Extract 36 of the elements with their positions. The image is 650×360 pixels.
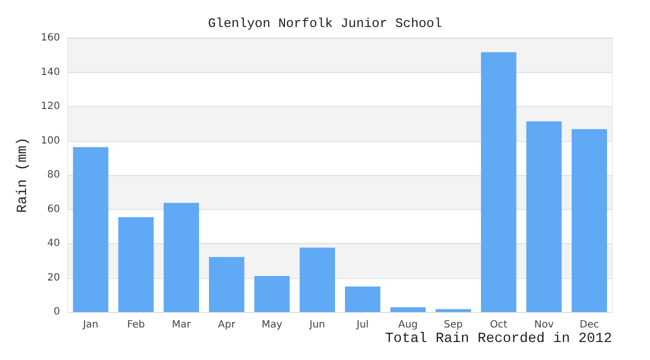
y-tick-label: 140 — [40, 66, 60, 78]
bar — [390, 307, 426, 312]
bar — [254, 276, 290, 312]
x-tick-label: Jul — [356, 320, 369, 330]
x-tick-label: May — [262, 320, 282, 330]
y-tick-label: 20 — [47, 272, 60, 284]
x-tick-label: Jun — [308, 320, 326, 330]
x-tick-label: Feb — [127, 320, 145, 330]
x-tick-label: Apr — [218, 320, 236, 330]
y-tick-label: 120 — [40, 101, 60, 112]
y-axis-title: Rain (mm) — [15, 137, 31, 213]
y-tick-label: 160 — [40, 32, 60, 44]
bar — [436, 309, 472, 312]
y-tick-label: 0 — [54, 306, 60, 318]
bar — [300, 248, 336, 312]
y-tick-label: 100 — [40, 135, 60, 146]
bar — [572, 129, 608, 312]
chart-title: Glenlyon Norfolk Junior School — [208, 16, 442, 31]
y-tick-label: 80 — [47, 170, 60, 180]
bar — [118, 217, 154, 312]
x-tick-label: Oct — [490, 320, 508, 330]
y-tick-label: 40 — [47, 238, 60, 249]
bar — [480, 52, 516, 312]
x-tick-label: Mar — [172, 320, 192, 330]
bar — [208, 257, 244, 312]
bar — [164, 202, 200, 312]
x-tick-label: Aug — [398, 320, 418, 330]
y-tick-label: 60 — [47, 204, 60, 215]
bar — [344, 286, 380, 312]
x-tick-label: Jan — [82, 320, 98, 330]
x-tick-label: Sep — [444, 320, 463, 330]
x-tick-label: Dec — [580, 320, 600, 330]
x-axis-title: Total Rain Recorded in 2012 — [385, 331, 612, 347]
bar — [526, 121, 562, 312]
x-tick-label: Nov — [534, 320, 554, 330]
bar — [72, 147, 108, 312]
